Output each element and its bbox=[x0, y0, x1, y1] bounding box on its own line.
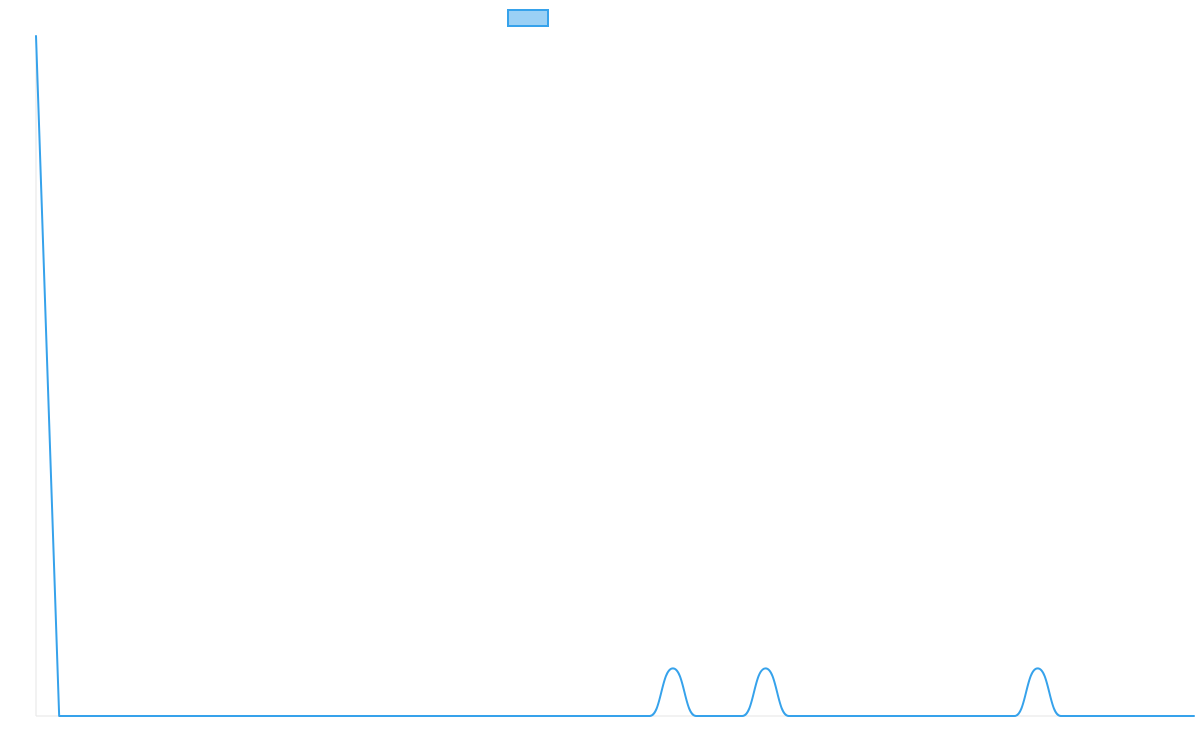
data-point[interactable] bbox=[33, 33, 39, 39]
data-point[interactable] bbox=[763, 665, 769, 671]
legend[interactable] bbox=[507, 9, 549, 27]
data-point[interactable] bbox=[739, 713, 745, 719]
data-point[interactable] bbox=[1191, 713, 1197, 719]
data-point[interactable] bbox=[1012, 713, 1018, 719]
data-point[interactable] bbox=[1035, 665, 1041, 671]
legend-swatch[interactable] bbox=[507, 9, 549, 27]
data-point[interactable] bbox=[670, 665, 676, 671]
data-point[interactable] bbox=[1058, 713, 1064, 719]
series-line-0 bbox=[35, 35, 1195, 718]
data-point[interactable] bbox=[56, 713, 62, 719]
series-layer bbox=[33, 33, 1197, 719]
data-point[interactable] bbox=[647, 713, 653, 719]
data-point[interactable] bbox=[786, 713, 792, 719]
axes bbox=[35, 36, 1194, 717]
data-point[interactable] bbox=[693, 713, 699, 719]
